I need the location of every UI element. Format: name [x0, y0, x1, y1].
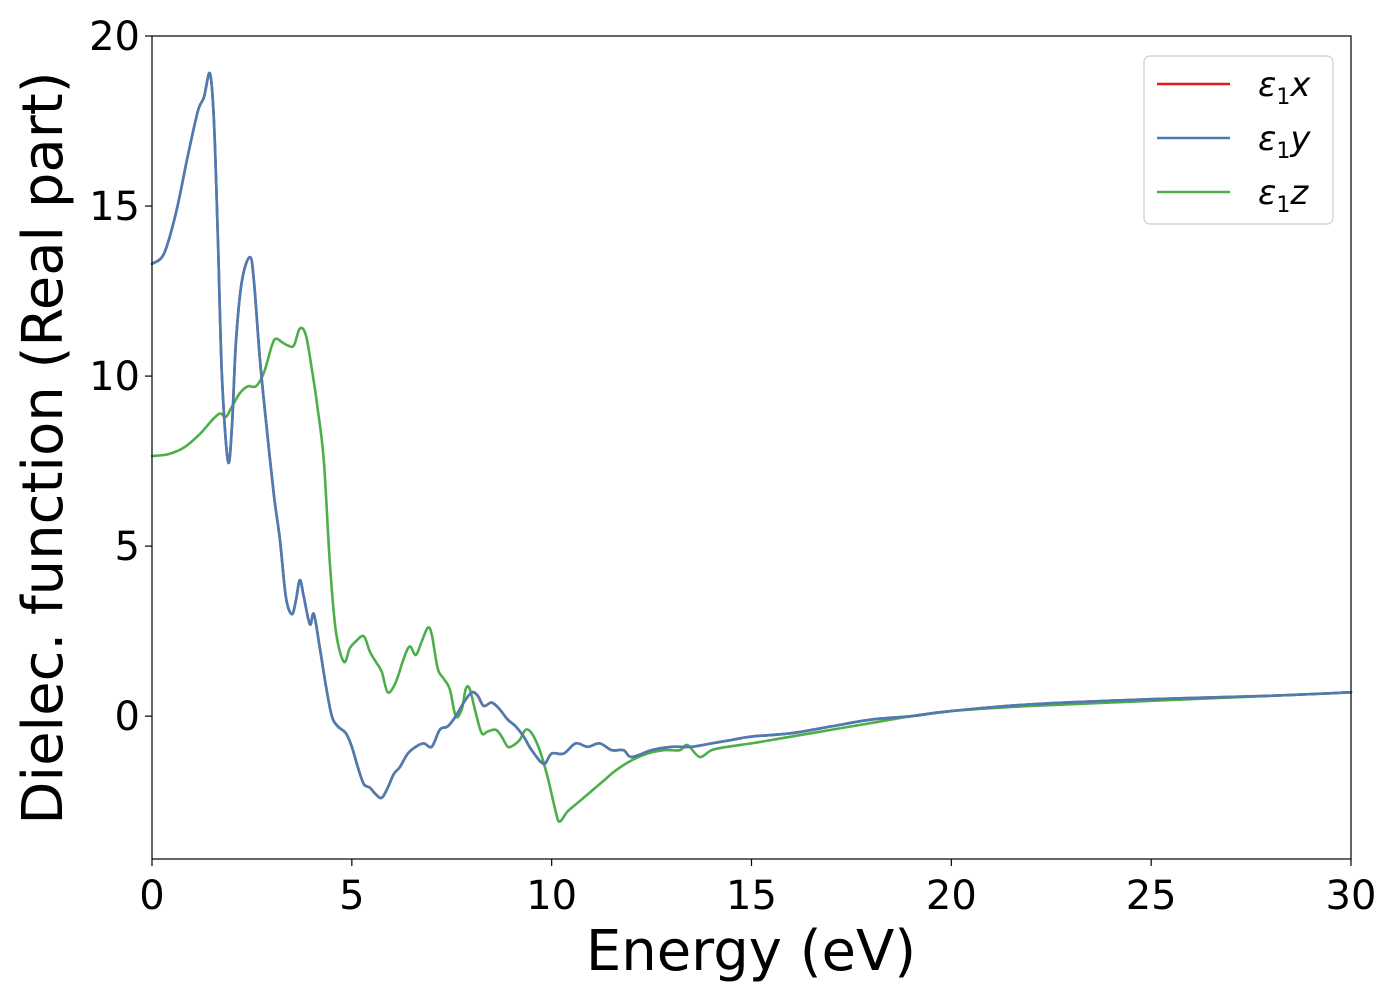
series-line-y	[150, 71, 1353, 800]
legend-label-y: ε1y	[1258, 119, 1311, 164]
y-axis-label: Dielec. function (Real part)	[11, 71, 76, 824]
x-tick-label: 10	[526, 873, 577, 919]
x-tick-label: 15	[726, 873, 777, 919]
y-tick-label: 20	[89, 14, 140, 60]
x-tick-label: 0	[139, 873, 164, 919]
x-axis-label: Energy (eV)	[586, 919, 916, 984]
y-tick-label: 10	[89, 354, 140, 400]
y-tick-label: 5	[115, 524, 140, 570]
x-tick-label: 5	[339, 873, 364, 919]
legend-label-z: ε1z	[1258, 173, 1309, 218]
y-axis: 0 5 10 15 20	[89, 14, 152, 740]
legend-box	[1143, 55, 1334, 225]
series-layer	[150, 71, 1353, 823]
series-line-z	[150, 326, 1353, 823]
x-axis: 0 5 10 15 20 25 30	[139, 859, 1376, 919]
x-tick-label: 25	[1126, 873, 1177, 919]
x-tick-label: 30	[1326, 873, 1377, 919]
legend-label-x: ε1x	[1258, 65, 1311, 110]
x-tick-label: 20	[926, 873, 977, 919]
legend: ε1x ε1y ε1z	[1143, 55, 1334, 225]
y-tick-label: 0	[115, 694, 140, 740]
y-tick-label: 15	[89, 184, 140, 230]
